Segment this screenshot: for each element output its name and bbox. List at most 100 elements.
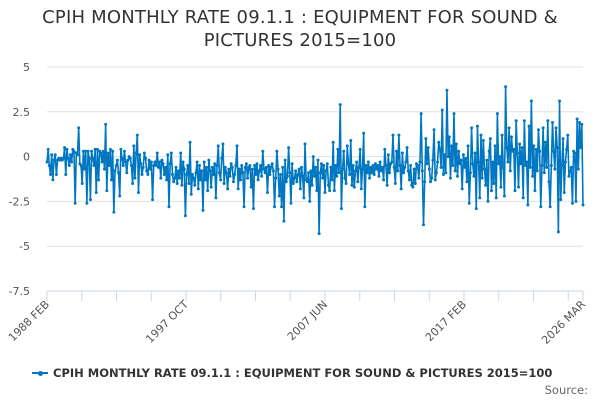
data-point [294, 169, 298, 173]
data-point [516, 185, 520, 189]
data-point [573, 151, 577, 155]
data-point [149, 160, 153, 164]
data-point [188, 140, 192, 144]
legend-label: CPIH MONTHLY RATE 09.1.1 : EQUIPMENT FOR… [53, 366, 553, 380]
data-point [144, 156, 148, 160]
data-point [295, 180, 299, 184]
plot-area [45, 85, 585, 236]
data-point [345, 144, 349, 148]
data-point [206, 189, 210, 193]
data-point [166, 153, 170, 157]
data-point [207, 158, 211, 162]
data-point [159, 176, 163, 180]
data-point [402, 171, 406, 175]
data-point [416, 164, 420, 168]
data-point [119, 147, 123, 151]
data-point [315, 189, 319, 193]
data-point [349, 138, 353, 142]
data-point [95, 147, 99, 151]
data-point [553, 167, 557, 171]
data-point [256, 178, 260, 182]
data-point [229, 162, 233, 166]
data-point [331, 140, 335, 144]
data-point [437, 140, 441, 144]
data-point [217, 171, 221, 175]
data-point [359, 187, 363, 191]
data-point [292, 176, 296, 180]
data-point [421, 223, 425, 227]
data-point [319, 162, 323, 166]
data-point [501, 165, 505, 169]
data-point [92, 164, 96, 168]
data-point [362, 131, 366, 135]
data-point [552, 149, 556, 153]
data-point [527, 124, 531, 128]
data-point [135, 133, 139, 137]
legend-item[interactable]: CPIH MONTHLY RATE 09.1.1 : EQUIPMENT FOR… [32, 366, 552, 380]
data-point [183, 214, 187, 218]
data-point [405, 146, 409, 150]
data-point [505, 146, 509, 150]
data-point [152, 164, 156, 168]
data-point [440, 108, 444, 112]
data-point [151, 198, 155, 202]
data-point [486, 199, 490, 203]
data-point [154, 164, 158, 168]
data-point [368, 176, 372, 180]
data-point [355, 160, 359, 164]
data-point [562, 190, 566, 194]
data-point [352, 185, 356, 189]
data-point [484, 183, 488, 187]
series-line [46, 85, 584, 235]
data-point [122, 149, 126, 153]
data-point [371, 164, 375, 168]
data-point [265, 190, 269, 194]
data-point [514, 119, 518, 123]
data-point [223, 165, 227, 169]
data-point [99, 151, 103, 155]
data-point [244, 162, 248, 166]
data-point [200, 169, 204, 173]
data-point [507, 126, 511, 130]
data-point [190, 173, 194, 177]
data-point [478, 196, 482, 200]
data-point [84, 149, 88, 153]
data-point [70, 160, 74, 164]
y-tick-label: 2.5 [13, 106, 31, 119]
data-point [134, 151, 138, 155]
data-point [271, 169, 275, 173]
data-point [142, 151, 146, 155]
data-point [276, 167, 280, 171]
data-point [203, 178, 207, 182]
data-point [172, 180, 176, 184]
data-point [158, 160, 162, 164]
data-point [241, 171, 245, 175]
data-point [249, 185, 253, 189]
data-point [224, 171, 228, 175]
data-point [443, 153, 447, 157]
data-point [328, 189, 332, 193]
data-point [450, 144, 454, 148]
data-point [270, 162, 274, 166]
data-point [498, 155, 502, 159]
data-point [287, 146, 291, 150]
data-point [101, 149, 105, 153]
data-point [532, 144, 536, 148]
data-point [524, 164, 528, 168]
data-point [485, 158, 489, 162]
data-point [261, 149, 265, 153]
data-point [79, 164, 83, 168]
data-point [353, 169, 357, 173]
data-point [180, 183, 184, 187]
data-point [543, 140, 547, 144]
data-point [213, 162, 217, 166]
data-point [97, 178, 101, 182]
data-point [526, 203, 530, 207]
data-point [202, 160, 206, 164]
data-point [124, 160, 128, 164]
data-point [168, 162, 172, 166]
data-point [254, 173, 258, 177]
data-point [185, 173, 189, 177]
data-point [350, 183, 354, 187]
data-point [251, 207, 255, 211]
